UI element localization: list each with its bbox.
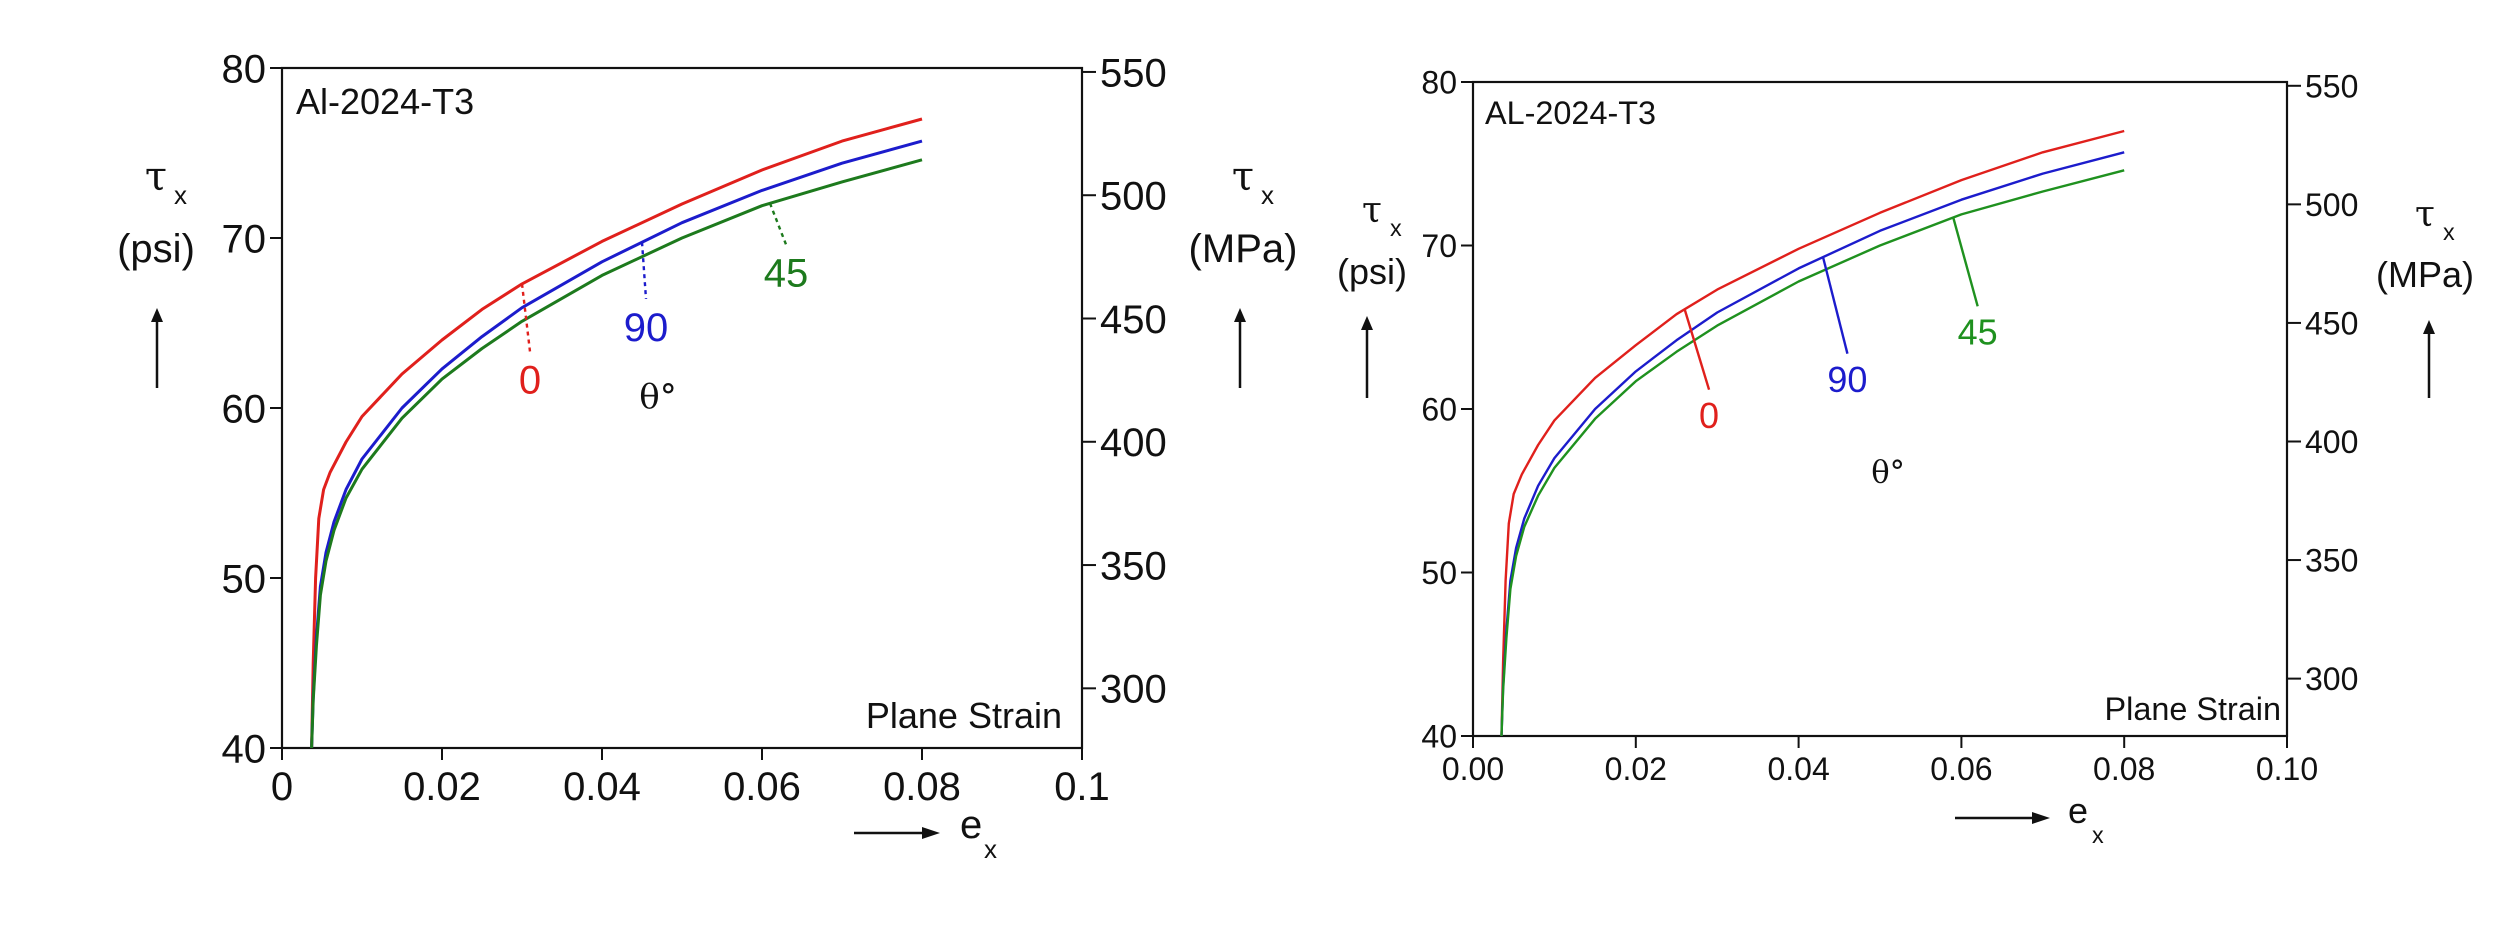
x-tick-label: 0.04 xyxy=(1767,751,1829,787)
y-tick-label-right: 550 xyxy=(2305,68,2358,104)
x-tick-label: 0.06 xyxy=(723,765,801,809)
x-label: e xyxy=(960,803,982,847)
y-tick-label-left: 80 xyxy=(222,47,267,91)
leader-line-90 xyxy=(640,242,648,299)
x-tick-label: 0.04 xyxy=(563,765,641,809)
series-line-90 xyxy=(1500,151,2125,737)
y-label-left-arrow xyxy=(151,308,163,388)
x-label-subscript: x xyxy=(984,834,997,864)
x-label-subscript: x xyxy=(2092,822,2104,848)
y-tick-label-right: 350 xyxy=(2305,543,2358,579)
y-label-right-arrow xyxy=(2423,320,2435,398)
y-tick-label-left: 50 xyxy=(222,557,267,601)
y-tick-label-right: 300 xyxy=(2305,661,2358,697)
x-tick-label: 0.1 xyxy=(1054,765,1110,809)
chart-1: 0 0.02 0.04 0.06 0.08 0.1 40 50 60 70 80 300 350 400 4… xyxy=(117,47,1297,864)
x-label-arrow xyxy=(1955,812,2050,824)
series-line-45 xyxy=(1500,169,2125,737)
y-tick-label-right: 450 xyxy=(1100,298,1167,342)
y-label-right-arrow-head xyxy=(2423,320,2435,334)
series-label-90: 90 xyxy=(1827,359,1867,400)
y-label-left-unit: (psi) xyxy=(117,227,195,271)
y-label-right-arrow-head xyxy=(1234,308,1246,322)
y-tick-label-right: 500 xyxy=(1100,175,1167,219)
y-tick-label-right: 300 xyxy=(1100,668,1167,712)
x-tick-label: 0.10 xyxy=(2256,751,2318,787)
y-label-right-symbol: τ xyxy=(2415,194,2435,235)
x-tick-label: 0.08 xyxy=(2093,751,2155,787)
series-label-45: 45 xyxy=(1958,312,1998,353)
y-tick-label-left: 70 xyxy=(1421,228,1457,264)
leader-line-45 xyxy=(768,202,788,245)
chart-2: 0.00 0.02 0.04 0.06 0.08 0.10 40 50 60 70 80 300 350… xyxy=(1337,65,2474,848)
y-tick-label-right: 550 xyxy=(1100,51,1167,95)
series-label-90: 90 xyxy=(624,306,669,350)
y-tick-label-left: 60 xyxy=(222,387,267,431)
y-label-right-unit: (MPa) xyxy=(1189,227,1298,271)
y-tick-label-right: 400 xyxy=(2305,424,2358,460)
y-label-left-unit: (psi) xyxy=(1337,251,1407,292)
y-tick-label-right: 500 xyxy=(2305,187,2358,223)
y-label-left-arrow xyxy=(1361,316,1373,398)
plane-strain-note: Plane Strain xyxy=(866,695,1062,736)
y-tick-label-right: 400 xyxy=(1100,421,1167,465)
y-label-left-arrow-head xyxy=(151,308,163,322)
x-tick-label: 0.06 xyxy=(1930,751,1992,787)
series-label-45: 45 xyxy=(764,252,809,296)
y-tick-label-left: 80 xyxy=(1421,65,1457,101)
x-label-arrow-head xyxy=(922,827,940,839)
y-tick-label-right: 350 xyxy=(1100,544,1167,588)
x-label: e xyxy=(2068,790,2088,831)
leader-line-90 xyxy=(1821,256,1849,355)
series-label-0: 0 xyxy=(1699,395,1719,436)
plane-strain-note: Plane Strain xyxy=(2105,691,2281,727)
y-label-left-symbol: τ xyxy=(145,154,167,200)
leader-line-0 xyxy=(520,283,532,352)
x-tick-label: 0.08 xyxy=(883,765,961,809)
y-label-left-subscript: x xyxy=(174,180,187,210)
theta-label: θ° xyxy=(639,377,676,417)
theta-label: θ° xyxy=(1871,456,1905,491)
y-label-right-subscript: x xyxy=(1261,180,1274,210)
y-tick-label-left: 60 xyxy=(1421,392,1457,428)
y-tick-label-left: 70 xyxy=(222,217,267,261)
series-line-45 xyxy=(310,158,923,749)
y-label-left-arrow-head xyxy=(1361,316,1373,330)
leader-line-45 xyxy=(1952,217,1979,307)
y-label-left-subscript: x xyxy=(1390,215,1402,241)
x-label-arrow xyxy=(854,827,940,839)
x-label-arrow-head xyxy=(2032,812,2050,824)
series-label-0: 0 xyxy=(519,359,541,403)
x-tick-label: 0 xyxy=(271,765,293,809)
x-tick-label: 0.02 xyxy=(403,765,481,809)
y-label-right-arrow xyxy=(1234,308,1246,388)
x-tick-label: 0.00 xyxy=(1442,751,1504,787)
chart-title: Al-2024-T3 xyxy=(296,81,474,122)
y-tick-label-left: 50 xyxy=(1421,555,1457,591)
y-label-right-unit: (MPa) xyxy=(2376,254,2474,295)
y-tick-label-left: 40 xyxy=(222,727,267,771)
series-line-90 xyxy=(310,139,923,749)
series-line-0 xyxy=(310,117,923,749)
y-label-left-symbol: τ xyxy=(1362,190,1382,231)
y-tick-label-right: 450 xyxy=(2305,305,2358,341)
leader-line-0 xyxy=(1683,308,1711,391)
series-line-0 xyxy=(1500,129,2125,737)
y-label-right-subscript: x xyxy=(2443,219,2455,245)
y-label-right-symbol: τ xyxy=(1232,154,1254,200)
y-tick-label-left: 40 xyxy=(1421,719,1457,755)
x-tick-label: 0.02 xyxy=(1605,751,1667,787)
chart-title: AL-2024-T3 xyxy=(1485,95,1656,131)
